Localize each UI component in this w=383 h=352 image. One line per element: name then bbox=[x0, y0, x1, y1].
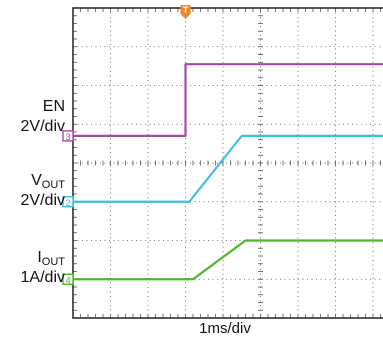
trace-channel-3 bbox=[73, 63, 383, 137]
vout-scale-label: 2V/div bbox=[20, 192, 65, 209]
iout-scale-label: 1A/div bbox=[20, 269, 65, 286]
plot-frame bbox=[72, 7, 383, 319]
en-label: EN bbox=[42, 98, 65, 115]
channel-marker-number: 3 bbox=[65, 132, 70, 142]
channel-marker-number: 4 bbox=[65, 275, 70, 285]
trigger-marker-shape bbox=[180, 5, 191, 19]
channel-marker-box bbox=[62, 196, 74, 208]
channel-marker-4: 4 bbox=[62, 273, 74, 285]
channel-marker-box bbox=[62, 130, 74, 142]
iout-label: IOUT bbox=[37, 249, 65, 268]
trigger-marker-text: T bbox=[183, 5, 189, 15]
en-scale-label: 2V/div bbox=[20, 118, 65, 135]
channel-marker-3: 3 bbox=[62, 130, 74, 142]
trigger-marker: T bbox=[180, 5, 191, 19]
channel-marker-number: 2 bbox=[65, 198, 70, 208]
channel-marker-2: 2 bbox=[62, 196, 74, 208]
vout-label: VOUT bbox=[31, 172, 65, 191]
channel-marker-box bbox=[62, 273, 74, 285]
x-axis-label: 1ms/div bbox=[199, 320, 251, 337]
trace-channel-4 bbox=[73, 239, 383, 281]
trace-channel-2 bbox=[73, 134, 383, 203]
